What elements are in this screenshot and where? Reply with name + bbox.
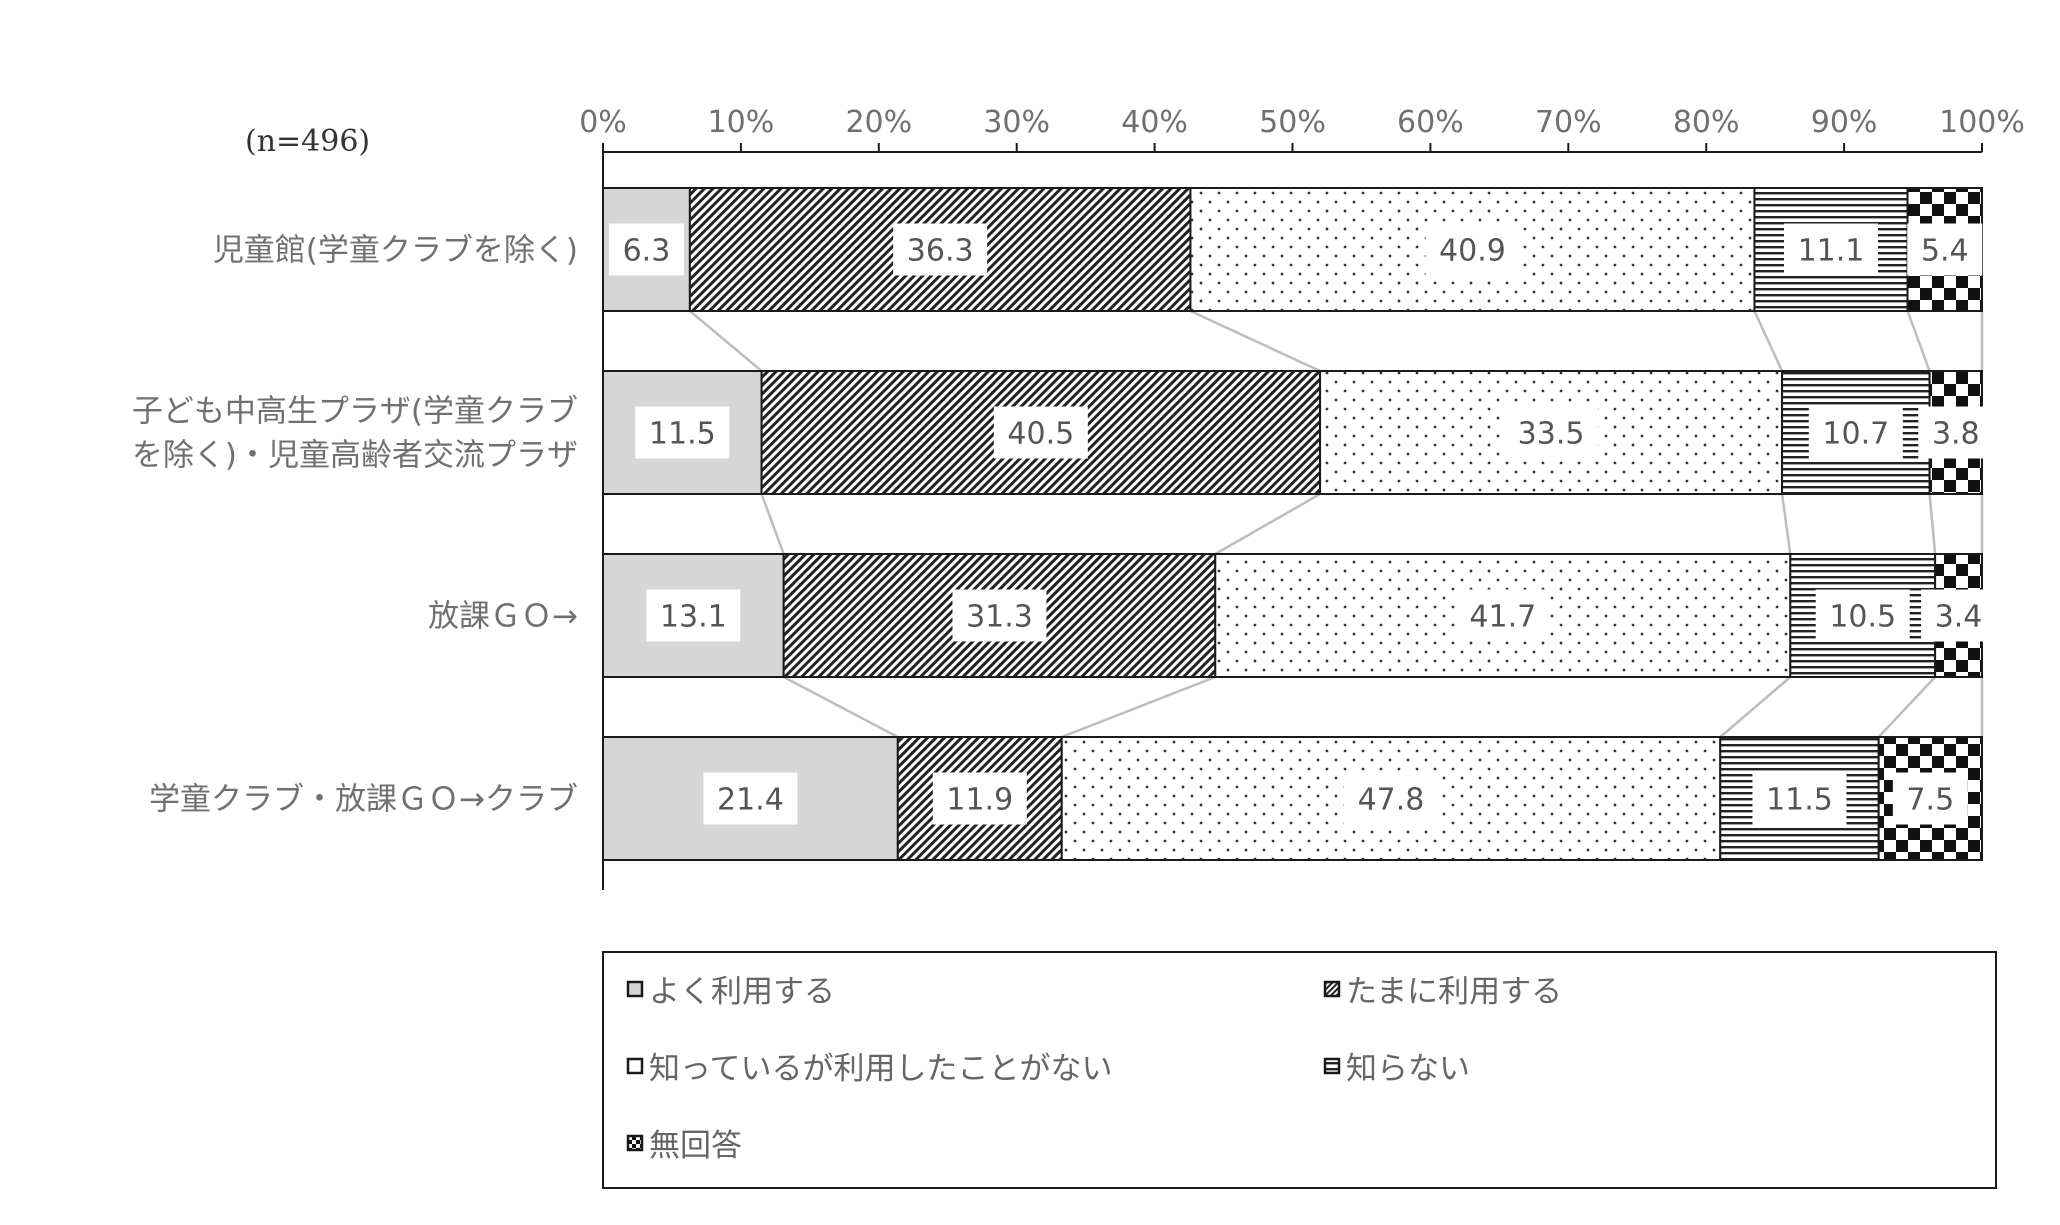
x-tick-label: 50% — [1259, 105, 1326, 140]
series-connector-line — [1214, 492, 1321, 556]
category-labels: 児童館(学童クラブを除く) 子ども中高生プラザ(学童クラブを除く)・児童高齢者交流… — [132, 233, 578, 818]
legend-label-known-unused: 知っているが利用したことがない — [649, 1051, 1112, 1087]
legend-frame — [602, 951, 1997, 1189]
value-label: 5.4 — [1921, 234, 1969, 269]
x-tick-label: 90% — [1811, 105, 1878, 140]
series-connector-line — [689, 310, 763, 372]
x-tick-label: 100% — [1939, 105, 2025, 140]
value-label-box — [1455, 589, 1550, 642]
bar-frequent — [602, 736, 899, 861]
legend-label-frequent: よく利用する — [649, 974, 835, 1010]
value-label-box — [932, 772, 1027, 825]
category-label: 児童館(学童クラブを除く) — [213, 233, 578, 269]
value-label-box — [1892, 772, 1968, 825]
value-label-box — [952, 589, 1047, 642]
category-label: 学童クラブ・放課ＧＯ→クラブ — [149, 782, 578, 818]
value-label: 10.5 — [1829, 600, 1896, 635]
x-tick-label: 80% — [1673, 105, 1740, 140]
category-label: を除く)・児童高齢者交流プラザ — [132, 438, 578, 474]
value-label: 36.3 — [907, 234, 974, 269]
series-connector-line — [1928, 493, 1937, 555]
x-tick-label: 30% — [983, 105, 1050, 140]
value-label: 11.1 — [1798, 234, 1865, 269]
value-label: 11.5 — [649, 417, 716, 452]
series-connector-line — [783, 675, 899, 739]
value-label: 10.7 — [1822, 417, 1889, 452]
value-label: 3.8 — [1932, 417, 1980, 452]
value-label: 33.5 — [1518, 417, 1585, 452]
legend-swatch-unknown — [1323, 1057, 1341, 1075]
category-label: 子ども中高生プラザ(学童クラブ — [132, 394, 578, 430]
value-label-box — [1918, 406, 1994, 459]
x-tick-label: 60% — [1397, 105, 1464, 140]
x-tick-label: 40% — [1121, 105, 1188, 140]
series-lines — [689, 309, 1984, 739]
series-connector-line — [1189, 309, 1321, 373]
legend-label-sometimes: たまに利用する — [1346, 974, 1562, 1010]
value-label-box — [646, 589, 741, 642]
legend-swatch-sometimes — [1323, 980, 1341, 998]
series-connector-line — [1719, 676, 1792, 738]
x-tick-label: 70% — [1535, 105, 1602, 140]
value-label-box — [1921, 589, 1997, 642]
value-label: 11.9 — [946, 783, 1013, 818]
series-connector-line — [760, 493, 785, 555]
series-connector-line — [1906, 310, 1931, 372]
value-label-box — [893, 223, 988, 276]
value-label: 13.1 — [660, 600, 727, 635]
sample-size-note: (n=496) — [245, 124, 370, 159]
bar-sometimes — [688, 187, 1192, 312]
value-label: 6.3 — [623, 234, 671, 269]
bar-segments — [602, 187, 1984, 861]
series-connector-line — [1061, 675, 1216, 739]
value-label: 11.5 — [1766, 783, 1833, 818]
value-label: 40.5 — [1007, 417, 1074, 452]
value-label-box — [1815, 589, 1910, 642]
legend-swatch-no-answer — [626, 1134, 644, 1152]
series-connector-line — [1877, 676, 1937, 738]
value-label-box — [1808, 406, 1903, 459]
series-connector-line — [1753, 310, 1784, 372]
legend-swatch-frequent — [626, 980, 644, 998]
value-label-box — [1425, 223, 1520, 276]
series-connector-line — [1780, 493, 1792, 555]
value-label-box — [1783, 223, 1878, 276]
value-label: 21.4 — [717, 783, 784, 818]
value-labels: 6.3 36.3 40.9 11.1 5.4 11.5 40.5 33.5 10.7 3.8 13.… — [608, 223, 1997, 825]
value-label: 40.9 — [1439, 234, 1506, 269]
value-label-box — [1907, 223, 1983, 276]
value-label: 41.7 — [1469, 600, 1536, 635]
value-label-box — [993, 406, 1088, 459]
value-label-box — [703, 772, 798, 825]
value-label: 7.5 — [1906, 783, 1954, 818]
value-label-box — [608, 223, 684, 276]
legend-label-no-answer: 無回答 — [649, 1128, 742, 1164]
x-axis-ticks: 0% 10% 20% 30% 40% 50% 60% 70% 80% 90% 100% — [579, 105, 2025, 152]
legend-label-unknown: 知らない — [1346, 1051, 1470, 1087]
value-label: 47.8 — [1358, 783, 1425, 818]
value-label-box — [635, 406, 730, 459]
value-label-box — [1752, 772, 1847, 825]
category-label: 放課ＧＯ→ — [428, 599, 578, 635]
legend-swatch-known-unused — [626, 1057, 644, 1075]
value-label: 3.4 — [1935, 600, 1983, 635]
value-label-box — [1504, 406, 1599, 459]
x-tick-label: 0% — [579, 105, 627, 140]
bar-known-unused — [1319, 370, 1784, 495]
value-label: 31.3 — [966, 600, 1033, 635]
x-tick-label: 10% — [708, 105, 775, 140]
x-tick-label: 20% — [845, 105, 912, 140]
value-label-box — [1344, 772, 1438, 825]
